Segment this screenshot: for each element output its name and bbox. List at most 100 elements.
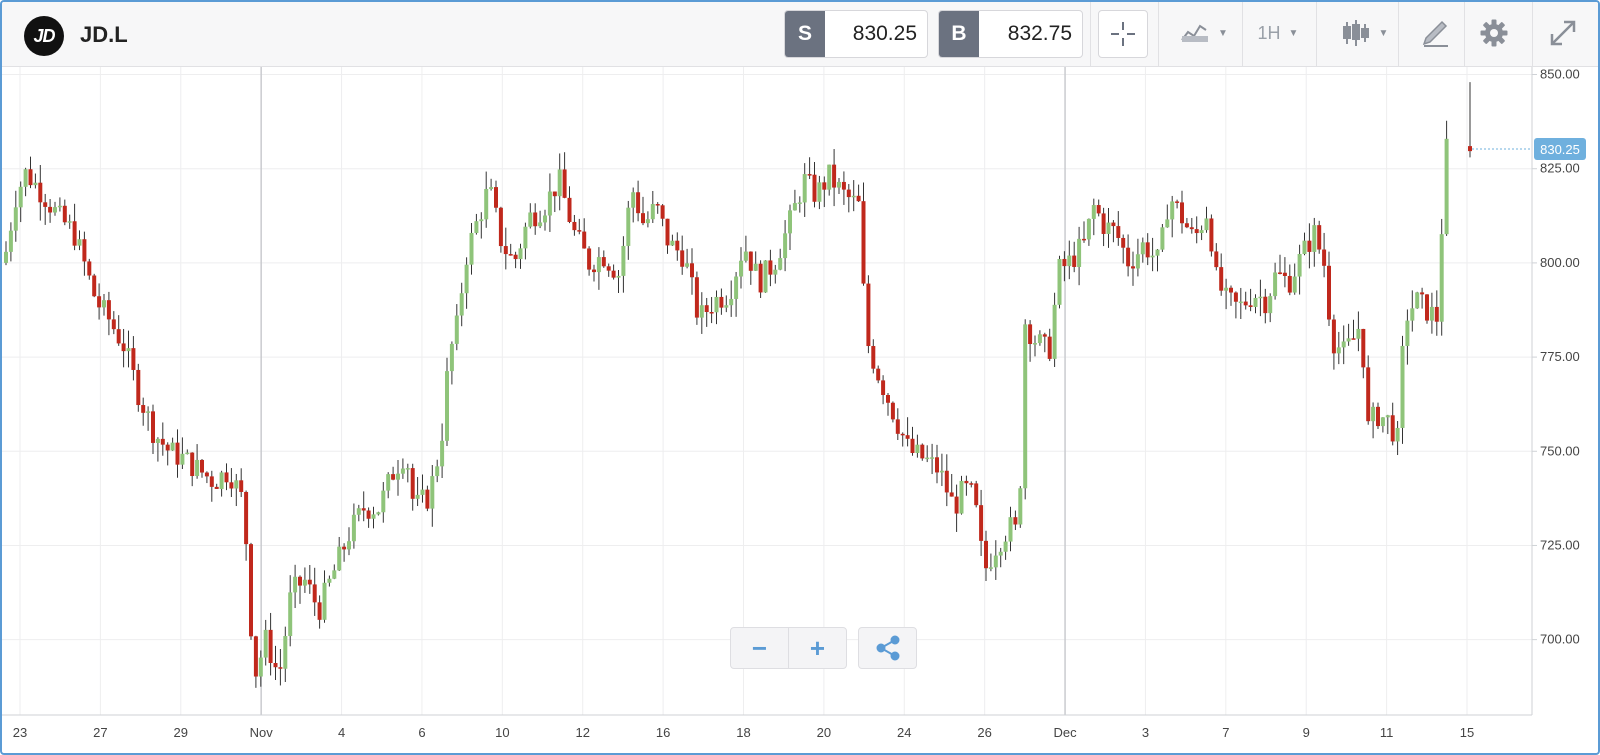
current-price-badge: 830.25 bbox=[1472, 137, 1586, 160]
toolbar-divider bbox=[1532, 2, 1533, 66]
jd-logo: JD bbox=[24, 16, 64, 56]
candle bbox=[1322, 232, 1327, 278]
fullscreen-button[interactable] bbox=[1538, 10, 1588, 56]
sell-price: 830.25 bbox=[852, 22, 917, 45]
chart-grid bbox=[2, 67, 1532, 715]
date-tick-label: 29 bbox=[174, 725, 188, 740]
candle bbox=[935, 444, 939, 484]
candle bbox=[807, 157, 812, 180]
candle bbox=[1077, 226, 1082, 286]
crosshair-button[interactable] bbox=[1098, 10, 1148, 58]
candle bbox=[886, 393, 890, 416]
candle bbox=[719, 288, 724, 315]
candle bbox=[577, 218, 582, 235]
candle bbox=[48, 199, 53, 223]
candle bbox=[797, 196, 802, 213]
buy-button[interactable]: B 832.75 bbox=[938, 10, 1083, 58]
candle bbox=[1395, 421, 1400, 456]
candle bbox=[1131, 251, 1135, 286]
candle bbox=[685, 248, 690, 269]
candle bbox=[1297, 244, 1302, 295]
candle bbox=[665, 218, 670, 254]
price-axis: 850.00 825.00 800.00 775.00 750.00 725.00 700.… bbox=[1532, 67, 1580, 647]
compare-button[interactable]: ▼ bbox=[1168, 10, 1240, 56]
candle bbox=[1425, 294, 1429, 324]
candle bbox=[175, 429, 180, 478]
zoom-out-button[interactable]: − bbox=[731, 628, 789, 668]
candle bbox=[165, 442, 170, 466]
candle bbox=[356, 504, 361, 522]
candle bbox=[1444, 120, 1449, 236]
sell-button[interactable]: S 830.25 bbox=[784, 10, 928, 58]
candle bbox=[454, 304, 459, 351]
candle bbox=[332, 564, 337, 580]
candle bbox=[1273, 262, 1278, 300]
candle bbox=[1101, 207, 1106, 247]
candle bbox=[273, 645, 278, 680]
sell-tag: S bbox=[785, 11, 825, 57]
candle bbox=[792, 189, 797, 211]
candle bbox=[543, 209, 547, 231]
axes bbox=[2, 67, 1533, 716]
candle bbox=[430, 464, 435, 527]
symbol-label: JD.L bbox=[80, 22, 128, 47]
candlestick-icon bbox=[1342, 20, 1369, 46]
candle bbox=[817, 175, 822, 210]
candle bbox=[190, 452, 195, 487]
price-tick-label: 825.00 bbox=[1540, 161, 1580, 176]
candle bbox=[1243, 291, 1248, 310]
candle bbox=[763, 260, 768, 293]
share-button[interactable] bbox=[858, 627, 917, 669]
candle bbox=[910, 426, 915, 456]
candle bbox=[1287, 264, 1292, 296]
candle bbox=[596, 247, 601, 290]
candle bbox=[1410, 290, 1415, 332]
chart-type-button[interactable]: ▼ bbox=[1327, 10, 1402, 56]
candle bbox=[1307, 223, 1312, 269]
candle bbox=[753, 251, 758, 271]
date-tick-label: 26 bbox=[977, 725, 991, 740]
candle bbox=[312, 567, 317, 616]
candle bbox=[1072, 241, 1077, 273]
top-toolbar: JD JD.L S 830.25 B 832.75 ▼ bbox=[2, 2, 1598, 67]
candle bbox=[1209, 214, 1214, 257]
candle bbox=[508, 243, 513, 256]
gear-icon bbox=[1480, 19, 1508, 47]
date-tick-label: 6 bbox=[418, 725, 425, 740]
candle bbox=[528, 203, 533, 229]
candle bbox=[846, 184, 851, 213]
candle bbox=[1082, 221, 1086, 243]
toolbar-divider bbox=[1158, 2, 1159, 66]
candle bbox=[1390, 402, 1395, 446]
candle bbox=[1336, 331, 1341, 365]
candle bbox=[420, 474, 425, 503]
chevron-down-icon: ▼ bbox=[1378, 27, 1389, 39]
candle bbox=[1180, 190, 1184, 234]
crosshair-icon bbox=[1111, 22, 1135, 46]
candle bbox=[278, 648, 283, 686]
candle bbox=[239, 468, 244, 498]
candle bbox=[1155, 249, 1160, 272]
candle bbox=[1111, 220, 1116, 243]
draw-button[interactable] bbox=[1410, 10, 1460, 56]
candle bbox=[1067, 240, 1072, 280]
settings-button[interactable] bbox=[1469, 10, 1519, 56]
candle bbox=[33, 173, 38, 189]
candle bbox=[1371, 402, 1376, 439]
zoom-in-button[interactable]: + bbox=[809, 632, 826, 663]
candle bbox=[827, 164, 832, 196]
candle bbox=[131, 336, 136, 381]
candle bbox=[1150, 237, 1155, 272]
candle bbox=[141, 397, 146, 426]
candle bbox=[998, 547, 1003, 568]
candle bbox=[405, 463, 410, 483]
toolbar-divider bbox=[1316, 2, 1317, 66]
date-tick-label: 3 bbox=[1142, 725, 1149, 740]
candle bbox=[523, 222, 528, 260]
candle bbox=[155, 437, 160, 462]
candle bbox=[572, 214, 577, 236]
interval-button[interactable]: 1H ▼ bbox=[1248, 10, 1308, 56]
candle bbox=[449, 341, 454, 385]
date-tick-label: 7 bbox=[1222, 725, 1229, 740]
candle bbox=[1052, 292, 1057, 367]
